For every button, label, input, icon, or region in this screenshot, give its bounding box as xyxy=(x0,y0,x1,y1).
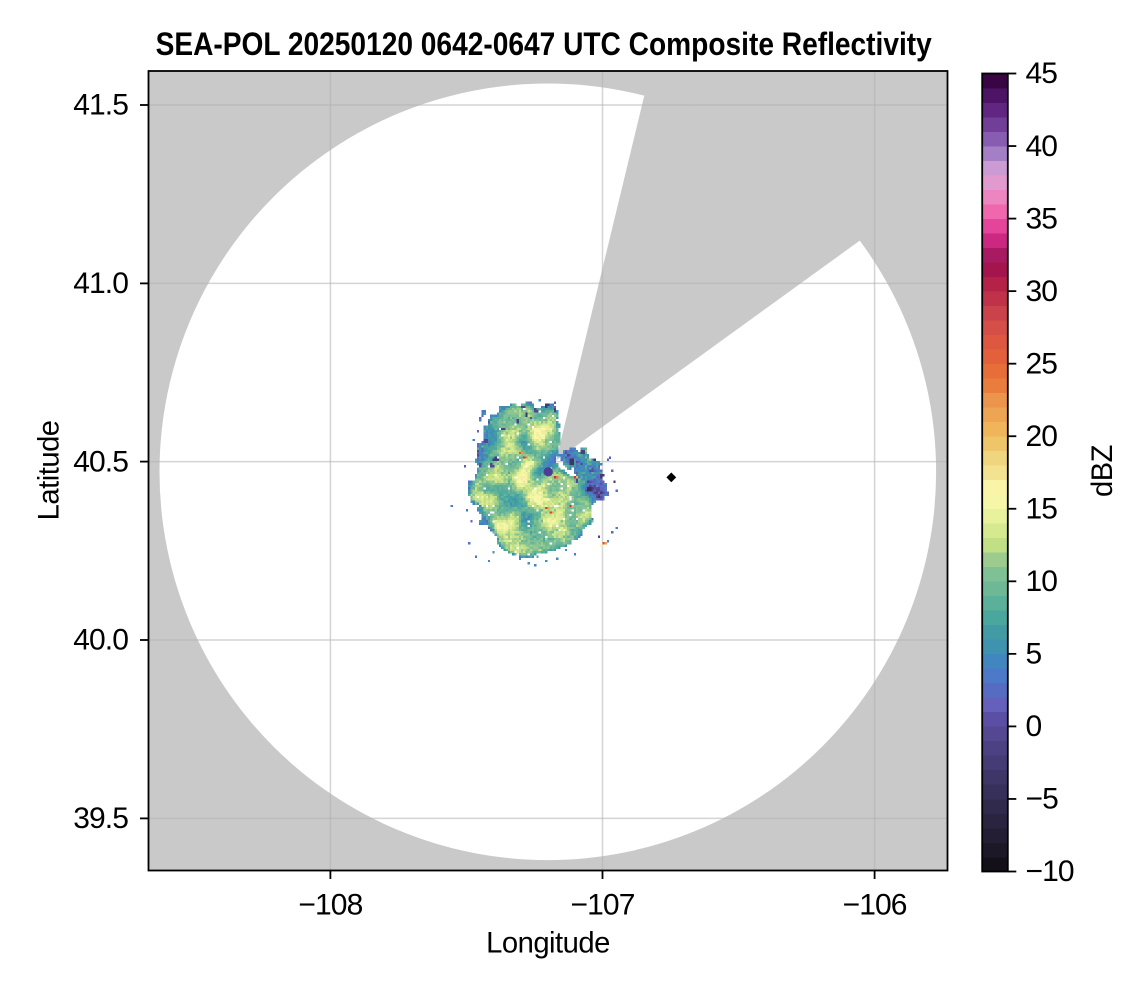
svg-text:39.5: 39.5 xyxy=(73,802,128,835)
svg-text:Longitude: Longitude xyxy=(486,928,610,960)
svg-text:−106: −106 xyxy=(843,889,907,922)
svg-text:dBZ: dBZ xyxy=(1087,445,1119,497)
svg-text:40.0: 40.0 xyxy=(73,624,128,657)
svg-text:35: 35 xyxy=(1026,202,1058,235)
svg-text:−10: −10 xyxy=(1026,855,1074,888)
svg-text:Latitude: Latitude xyxy=(34,420,66,520)
svg-text:0: 0 xyxy=(1026,710,1042,743)
svg-text:25: 25 xyxy=(1026,347,1058,380)
svg-text:20: 20 xyxy=(1026,420,1058,453)
svg-text:−5: −5 xyxy=(1026,783,1059,816)
svg-text:−108: −108 xyxy=(298,889,362,922)
svg-text:5: 5 xyxy=(1026,638,1042,671)
svg-text:41.5: 41.5 xyxy=(73,89,128,122)
svg-text:41.0: 41.0 xyxy=(73,267,128,300)
svg-text:−107: −107 xyxy=(571,889,635,922)
svg-text:10: 10 xyxy=(1026,565,1058,598)
svg-text:40: 40 xyxy=(1026,130,1058,163)
svg-text:30: 30 xyxy=(1026,275,1058,308)
svg-text:45: 45 xyxy=(1026,57,1058,90)
svg-text:15: 15 xyxy=(1026,492,1058,525)
svg-text:40.5: 40.5 xyxy=(73,445,128,478)
svg-text:SEA-POL 20250120 0642-0647 UTC: SEA-POL 20250120 0642-0647 UTC Composite… xyxy=(156,26,932,62)
